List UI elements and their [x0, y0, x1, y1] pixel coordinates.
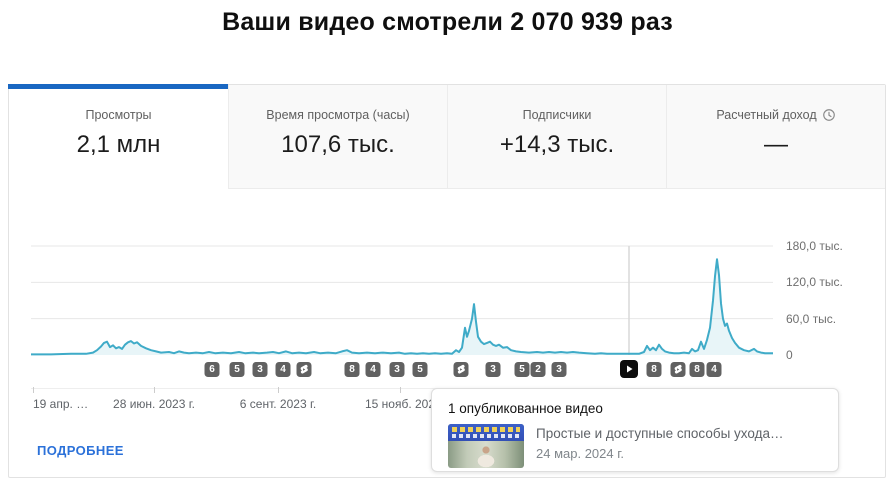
x-axis-tick — [33, 387, 34, 393]
tab-revenue-label: Расчетный доход — [716, 108, 817, 122]
page-title: Ваши видео смотрели 2 070 939 раз — [222, 8, 673, 36]
y-axis-label: 60,0 тыс. — [786, 311, 837, 326]
publish-marker-count[interactable]: 5 — [412, 362, 428, 377]
x-axis-tick — [278, 387, 279, 393]
tab-watch-time[interactable]: Время просмотра (часы) 107,6 тыс. — [228, 85, 447, 189]
tooltip-header: 1 опубликованное видео — [448, 401, 603, 416]
views-line — [31, 258, 773, 356]
shorts-icon — [457, 364, 465, 374]
publish-marker-count[interactable]: 8 — [646, 362, 662, 377]
views-area-fill — [31, 259, 773, 355]
publish-marker-shorts[interactable] — [296, 362, 312, 377]
shorts-icon — [674, 364, 682, 374]
publish-marker-count[interactable]: 8 — [689, 362, 705, 377]
tab-subscribers-value: +14,3 тыс. — [499, 131, 615, 158]
publish-marker-count[interactable]: 6 — [204, 362, 220, 377]
x-axis-label: 19 апр. … — [33, 397, 89, 411]
tab-watch-time-label: Время просмотра (часы) — [266, 108, 410, 122]
video-thumbnail[interactable] — [448, 424, 524, 468]
views-chart[interactable]: 180,0 тыс. 120,0 тыс. 60,0 тыс. 0 19 апр. …… — [9, 189, 887, 479]
metric-tabs: Просмотры 2,1 млн Время просмотра (часы)… — [8, 84, 885, 189]
y-axis-label: 120,0 тыс. — [786, 275, 843, 290]
tab-views-value: 2,1 млн — [76, 131, 161, 158]
tab-views[interactable]: Просмотры 2,1 млн — [8, 84, 228, 189]
publish-marker-count[interactable]: 4 — [706, 362, 722, 377]
publish-marker-shorts[interactable] — [670, 362, 686, 377]
tab-subscribers[interactable]: Подписчики +14,3 тыс. — [447, 85, 666, 189]
video-date: 24 мар. 2024 г. — [536, 446, 624, 461]
publish-tooltip: 1 опубликованное видео Простые и доступн… — [431, 388, 839, 472]
tab-views-label: Просмотры — [85, 108, 152, 122]
publish-marker-shorts[interactable] — [453, 362, 469, 377]
shorts-icon — [300, 364, 308, 374]
x-axis-tick — [400, 387, 401, 393]
publish-marker-video[interactable] — [620, 360, 638, 378]
x-axis-label: 15 нояб. 202 — [364, 397, 436, 411]
publish-marker-count[interactable]: 3 — [252, 362, 268, 377]
tab-revenue[interactable]: Расчетный доход — — [666, 85, 885, 189]
x-axis-label: 28 июн. 2023 г. — [113, 397, 195, 411]
publish-marker-count[interactable]: 5 — [229, 362, 245, 377]
x-axis-line — [31, 388, 773, 389]
tab-subscribers-label: Подписчики — [522, 108, 592, 122]
publish-marker-count[interactable]: 3 — [389, 362, 405, 377]
publish-marker-count[interactable]: 4 — [365, 362, 381, 377]
play-icon — [627, 365, 633, 373]
x-axis-tick — [154, 387, 155, 393]
see-more-link[interactable]: ПОДРОБНЕЕ — [37, 443, 124, 458]
views-area-chart — [31, 245, 773, 356]
publish-marker-count[interactable]: 4 — [275, 362, 291, 377]
clock-icon — [822, 109, 835, 121]
analytics-card: Просмотры 2,1 млн Время просмотра (часы)… — [8, 84, 886, 478]
x-axis-label: 6 сент. 2023 г. — [239, 397, 317, 411]
publish-marker-count[interactable]: 5 — [514, 362, 530, 377]
publish-marker-count[interactable]: 3 — [485, 362, 501, 377]
tab-revenue-value: — — [764, 131, 788, 158]
y-axis-label: 180,0 тыс. — [786, 239, 843, 253]
tab-watch-time-value: 107,6 тыс. — [281, 131, 395, 158]
publish-marker-count[interactable]: 2 — [530, 362, 546, 377]
y-axis-label: 0 — [786, 348, 793, 362]
video-title[interactable]: Простые и доступные способы ухода… — [536, 426, 784, 441]
publish-marker-count[interactable]: 3 — [551, 362, 567, 377]
publish-marker-count[interactable]: 8 — [344, 362, 360, 377]
